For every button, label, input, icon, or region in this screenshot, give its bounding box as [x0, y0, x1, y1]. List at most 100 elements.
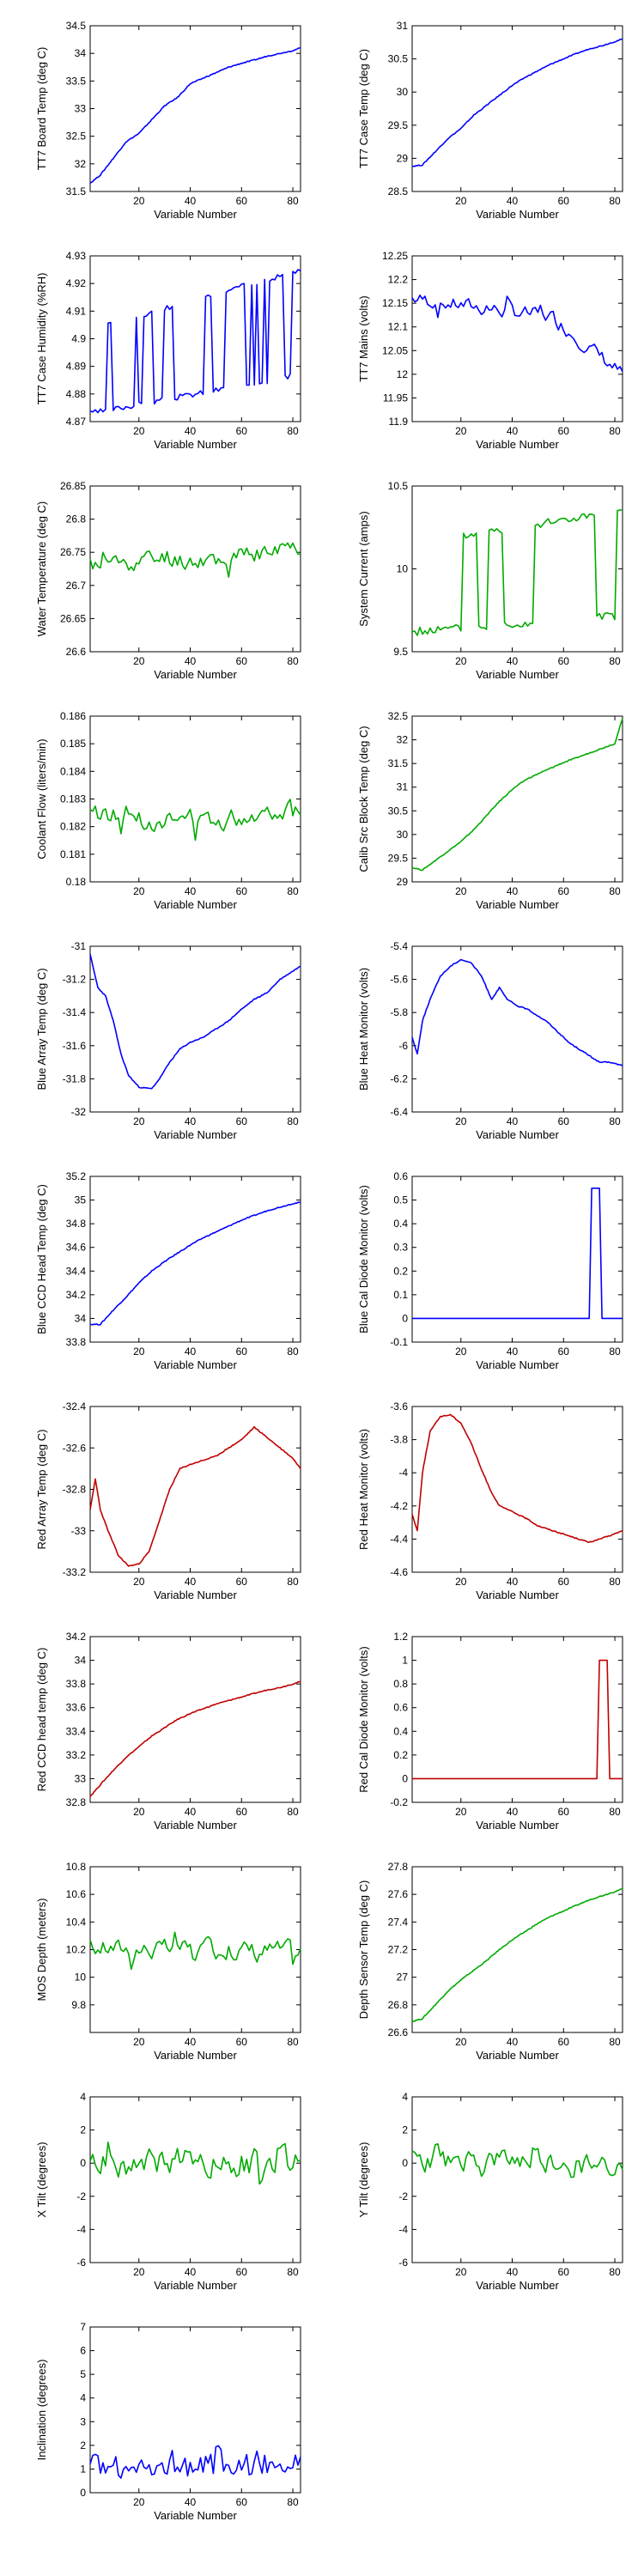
series-line [411, 718, 623, 872]
plot-frame [89, 1406, 301, 1573]
y-tick-label: -31.8 [63, 1072, 87, 1084]
x-tick-label: 20 [133, 425, 145, 437]
y-tick-label: 26.8 [388, 1999, 409, 2011]
y-tick-label: 0 [80, 2487, 86, 2499]
x-axis-label: Variable Number [154, 668, 237, 681]
y-tick-label: 0.184 [60, 765, 86, 777]
x-axis-label: Variable Number [476, 208, 559, 221]
y-tick-label: 0.18 [66, 876, 87, 888]
y-axis-label: TT7 Case Temp (deg C) [357, 49, 370, 168]
y-tick-label: 33.4 [66, 1725, 87, 1737]
y-tick-label: 27.4 [388, 1916, 409, 1928]
y-tick-label: 29.5 [388, 852, 409, 864]
y-tick-label: 4.88 [66, 388, 87, 400]
y-tick-label: 4 [402, 2091, 408, 2103]
y-tick-label: 4 [80, 2392, 86, 2404]
y-tick-label: 9.5 [393, 646, 408, 658]
y-tick-label: -3.8 [390, 1434, 408, 1446]
series-line [411, 1413, 623, 1543]
y-tick-label: 2 [402, 2124, 408, 2136]
y-tick-label: 33.6 [66, 1702, 87, 1714]
y-tick-label: 35.2 [66, 1170, 87, 1182]
y-tick-label: 27.2 [388, 1944, 409, 1956]
series-line [89, 1680, 301, 1797]
y-tick-label: 1.2 [393, 1631, 408, 1643]
x-tick-label: 60 [236, 1115, 248, 1127]
y-axis-label: Red Array Temp (deg C) [35, 1430, 48, 1550]
y-tick-label: 10 [397, 563, 409, 575]
y-tick-label: -5.6 [390, 974, 408, 986]
x-tick-label: 60 [558, 2036, 570, 2048]
y-tick-label: -3.6 [390, 1400, 408, 1413]
series-line [89, 1931, 301, 1971]
series-line [89, 2445, 301, 2479]
y-tick-label: 0 [80, 2157, 86, 2169]
x-axis-label: Variable Number [476, 2049, 559, 2062]
x-tick-label: 20 [455, 655, 467, 667]
y-tick-label: 26.65 [60, 612, 86, 624]
y-tick-label: 12 [397, 368, 409, 380]
y-tick-label: -32.8 [63, 1484, 87, 1496]
plot-frame [89, 715, 301, 883]
y-tick-label: 33.5 [66, 75, 87, 87]
plot-frame [89, 2096, 301, 2263]
x-tick-label: 40 [507, 2036, 519, 2048]
y-tick-label: 32 [75, 158, 87, 170]
plot-frame [411, 1636, 623, 1803]
series-line [412, 1188, 623, 1320]
series-line [89, 46, 301, 185]
plot-frame [89, 945, 301, 1113]
y-axis-label: Y Tilt (degrees) [357, 2142, 370, 2218]
x-axis-label: Variable Number [154, 2049, 237, 2062]
chart-panel-12: 20 40 60 80 -0.1 0 0.1 0.2 0.3 0.4 0.5 0.6 Variable … [357, 1170, 623, 1371]
y-tick-label: 32.5 [388, 710, 409, 722]
y-tick-label: -5.4 [390, 940, 408, 952]
y-tick-label: -6 [76, 2257, 86, 2269]
y-tick-label: 26.85 [60, 480, 86, 492]
x-tick-label: 60 [236, 2036, 248, 2048]
y-tick-label: 0.185 [60, 738, 86, 750]
x-tick-label: 40 [507, 1576, 519, 1588]
plot-frame [411, 485, 623, 653]
y-tick-label: 26.8 [66, 513, 87, 526]
plot-frame [411, 1176, 623, 1343]
y-tick-label: -32.6 [63, 1442, 87, 1454]
y-tick-label: 0.182 [60, 821, 86, 833]
plot-frame [89, 2326, 301, 2494]
y-tick-label: -31.6 [63, 1040, 87, 1052]
plot-frame [411, 255, 623, 422]
x-tick-label: 20 [455, 2266, 467, 2278]
series-line [411, 2143, 623, 2178]
x-tick-label: 80 [609, 2036, 621, 2048]
x-tick-label: 60 [558, 655, 570, 667]
x-tick-label: 40 [507, 1346, 519, 1358]
x-tick-label: 40 [507, 1806, 519, 1818]
y-axis-label: Blue Cal Diode Monitor (volts) [357, 1185, 370, 1334]
series-line [411, 38, 623, 167]
y-tick-label: 26.6 [388, 2026, 409, 2038]
x-tick-label: 80 [287, 2496, 299, 2508]
y-tick-label: -2 [398, 2190, 408, 2202]
chart-panel-9: 20 40 60 80 -32 -31.8 -31.6 -31.4 -31.2 -31 Variab… [35, 940, 301, 1141]
y-tick-label: 28.5 [388, 185, 409, 197]
series-line [89, 2142, 301, 2185]
x-tick-label: 80 [609, 195, 621, 207]
x-tick-label: 60 [236, 195, 248, 207]
y-tick-label: 26.75 [60, 546, 86, 558]
y-tick-label: 4 [80, 2091, 86, 2103]
y-tick-label: -33.2 [63, 1566, 87, 1578]
x-axis-label: Variable Number [476, 898, 559, 911]
y-axis-label: TT7 Mains (volts) [357, 295, 370, 381]
y-tick-label: 4.91 [66, 305, 87, 317]
plot-frame [89, 1636, 301, 1803]
x-tick-label: 80 [287, 2266, 299, 2278]
x-tick-label: 40 [507, 2266, 519, 2278]
x-tick-label: 60 [236, 425, 248, 437]
y-tick-label: 0.1 [393, 1289, 408, 1301]
y-tick-label: -5.8 [390, 1006, 408, 1018]
x-tick-label: 60 [558, 195, 570, 207]
y-tick-label: 29 [397, 876, 409, 888]
chart-panel-17: 20 40 60 80 9.8 10 10.2 10.4 10.6 10.8 Variable Nu… [35, 1861, 301, 2062]
y-axis-label: Calib Src Block Temp (deg C) [357, 726, 370, 872]
x-tick-label: 60 [558, 1346, 570, 1358]
